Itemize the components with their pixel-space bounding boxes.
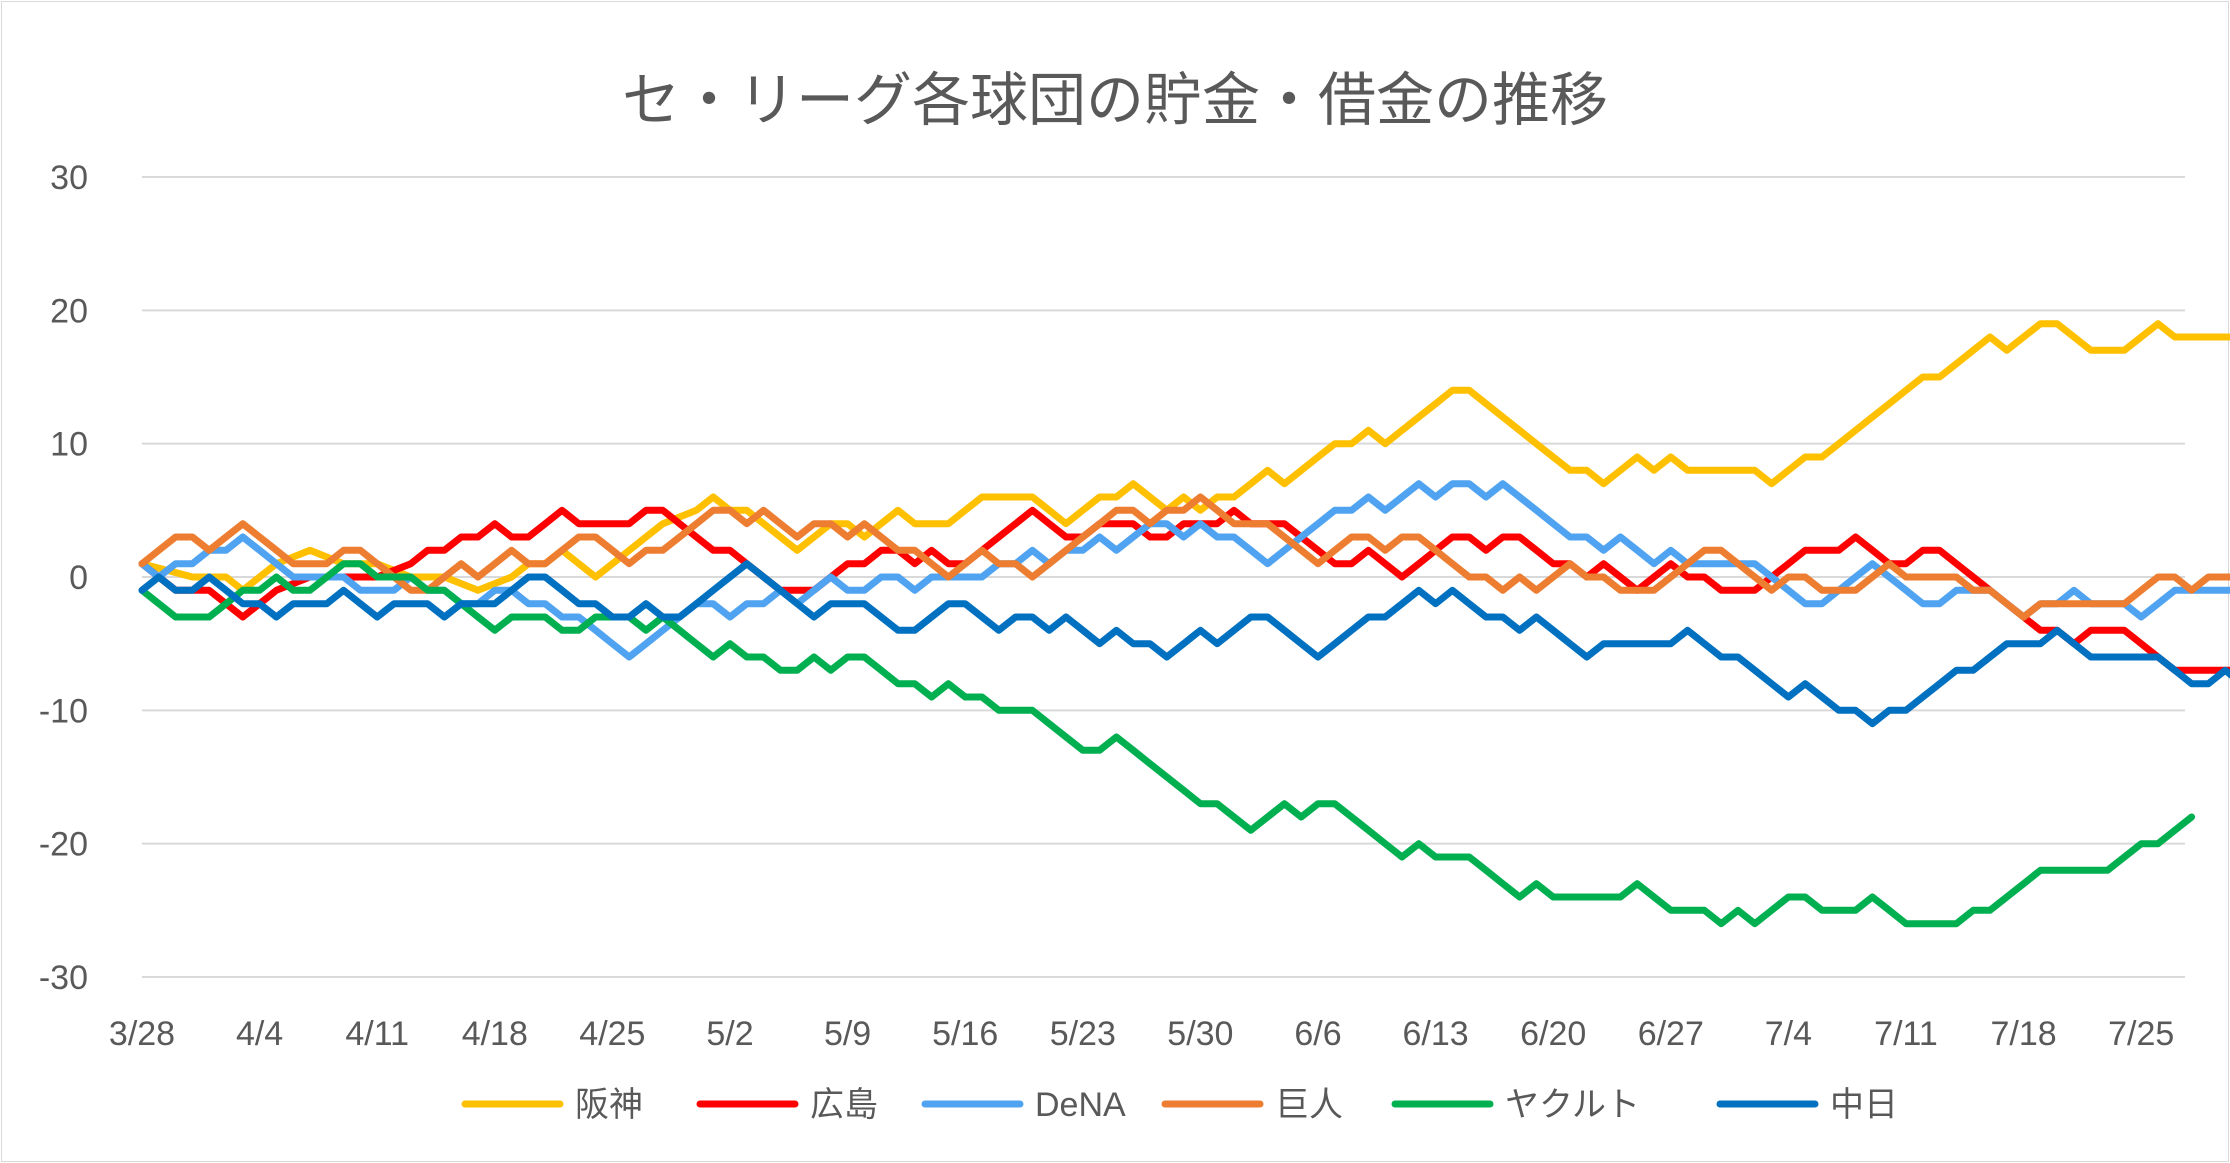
legend-label: 広島 <box>810 1086 878 1124</box>
legend-label: 巨人 <box>1275 1086 1343 1124</box>
x-tick-label: 7/4 <box>1765 1015 1812 1053</box>
x-tick-label: 4/25 <box>579 1015 645 1053</box>
x-tick-label: 6/13 <box>1403 1015 1469 1053</box>
x-tick-label: 5/2 <box>706 1015 753 1053</box>
x-tick-label: 4/4 <box>236 1015 283 1053</box>
series-line-0 <box>138 320 2230 594</box>
x-tick-label: 4/18 <box>462 1015 528 1053</box>
x-tick-label: 7/18 <box>1991 1015 2057 1053</box>
x-tick-label: 6/6 <box>1294 1015 1341 1053</box>
legend-label: 中日 <box>1830 1086 1898 1124</box>
x-tick-label: 5/16 <box>932 1015 998 1053</box>
x-tick-label: 4/11 <box>345 1015 409 1053</box>
y-tick-label: 10 <box>50 426 88 464</box>
series-lines <box>138 320 2230 928</box>
chart-title: セ・リーグ各球団の貯金・借金の推移 <box>622 68 1608 133</box>
y-tick-label: 20 <box>50 292 88 330</box>
x-tick-label: 5/23 <box>1050 1015 1116 1053</box>
y-tick-label: 0 <box>69 559 88 597</box>
legend-label: 阪神 <box>575 1086 643 1124</box>
legend-label: DeNA <box>1035 1086 1126 1124</box>
legend: 阪神 広島 DeNA 巨人 ヤクルト 中日 <box>461 1086 1898 1124</box>
y-axis-tick-labels: 30 20 10 0 -10 -20 -30 <box>39 159 88 997</box>
x-tick-label: 7/25 <box>2108 1015 2174 1053</box>
y-tick-label: -30 <box>39 959 88 997</box>
series-line-3 <box>138 493 2230 621</box>
y-tick-label: -10 <box>39 692 88 730</box>
x-tick-label: 3/28 <box>109 1015 175 1053</box>
x-tick-label: 5/9 <box>824 1015 871 1053</box>
gridlines <box>142 176 2185 978</box>
x-tick-label: 5/30 <box>1167 1015 1233 1053</box>
x-tick-label: 6/27 <box>1638 1015 1704 1053</box>
x-axis-tick-labels: 3/28 4/4 4/11 4/18 4/25 5/2 5/9 5/16 5/23 5/30 6/6… <box>109 1015 2174 1053</box>
series-line-4 <box>138 560 2196 928</box>
series-line-1 <box>138 506 2230 674</box>
x-tick-label: 6/20 <box>1520 1015 1586 1053</box>
legend-label: ヤクルト <box>1505 1086 1640 1124</box>
series-line-5 <box>138 560 2230 728</box>
x-tick-label: 7/11 <box>1874 1015 1938 1053</box>
y-tick-label: 30 <box>50 159 88 197</box>
y-tick-label: -20 <box>39 826 88 864</box>
